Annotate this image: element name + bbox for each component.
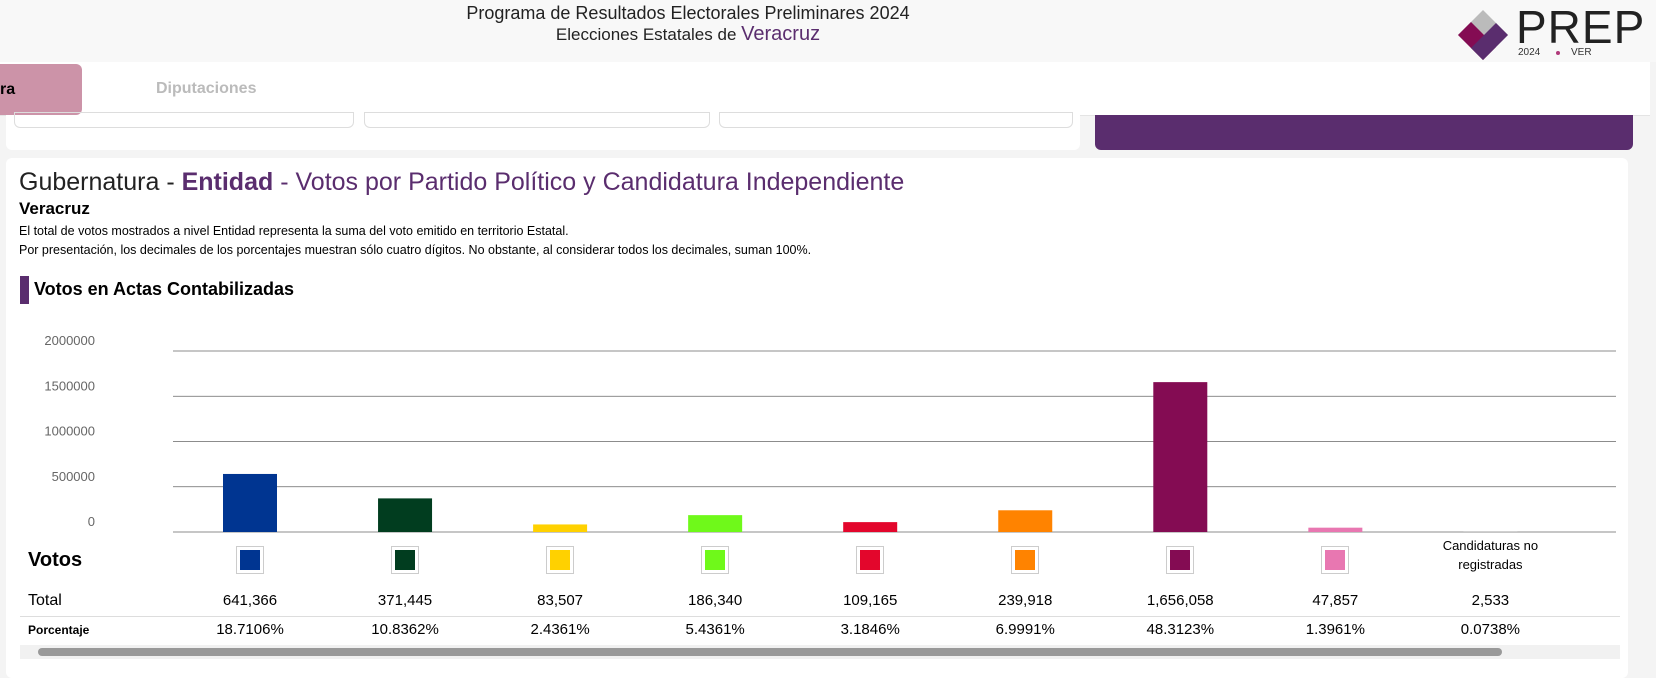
total-value: 239,918 [955,592,1095,609]
percent-value: 10.8362% [335,621,475,638]
percent-value: 18.7106% [180,621,320,638]
column-header: Candidaturas no registradas [1420,536,1560,574]
total-value: 641,366 [180,592,320,609]
y-tick-label: 1000000 [44,424,95,439]
party-logo-color [1015,550,1035,570]
total-value: 186,340 [645,592,785,609]
party-logo-color [1325,550,1345,570]
percent-label: Porcentaje [28,623,89,637]
percent-value: 0.0738% [1420,621,1560,638]
percent-value: 5.4361% [645,621,785,638]
bar [1153,382,1207,532]
party-logo [856,546,884,574]
percent-value: 1.3961% [1265,621,1405,638]
table-header: Votos [28,549,82,572]
party-logo-color [395,550,415,570]
total-label: Total [28,592,62,610]
scrollbar-thumb[interactable] [38,648,1502,656]
percent-value: 48.3123% [1110,621,1250,638]
total-value: 83,507 [490,592,630,609]
y-tick-label: 0 [88,514,95,529]
y-tick-label: 1500000 [44,378,95,393]
party-logo-color [705,550,725,570]
bar [843,522,897,532]
party-logo [1321,546,1349,574]
party-logo-color [240,550,260,570]
party-logo-color [1170,550,1190,570]
bar [378,498,432,532]
party-logo [391,546,419,574]
party-logo [701,546,729,574]
bar [688,515,742,532]
party-logo-color [550,550,570,570]
total-value: 109,165 [800,592,940,609]
percent-value: 2.4361% [490,621,630,638]
y-tick-label: 2000000 [44,333,95,348]
party-logo [1166,546,1194,574]
bar [223,474,277,532]
percent-value: 6.9991% [955,621,1095,638]
row-divider [20,616,1620,617]
bar [998,510,1052,532]
party-logo [1011,546,1039,574]
total-value: 371,445 [335,592,475,609]
y-tick-label: 500000 [52,469,95,484]
total-value: 1,656,058 [1110,592,1250,609]
party-logo [236,546,264,574]
party-logo [546,546,574,574]
total-value: 47,857 [1265,592,1405,609]
total-value: 2,533 [1420,592,1560,609]
bar [1308,528,1362,532]
party-logo-color [860,550,880,570]
bar [533,524,587,532]
percent-value: 3.1846% [800,621,940,638]
